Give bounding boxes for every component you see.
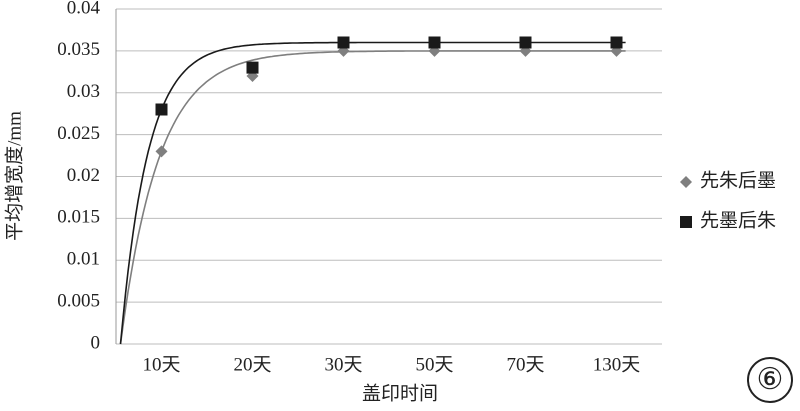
annotation: ⑥ [757,363,784,396]
marker [428,36,441,49]
y-axis-title: 平均增宽度/mm [3,111,25,241]
marker [680,216,692,228]
x-tick-label: 70天 [506,354,544,375]
x-tick-label: 50天 [415,354,453,375]
trend-line [119,41,626,345]
x-tick-label: 130天 [593,354,641,375]
y-tick-label: 0.02 [67,165,100,186]
marker [246,61,259,74]
marker [519,36,532,49]
marker [610,36,623,49]
marker [680,176,692,188]
marker [337,36,350,49]
y-tick-label: 0.01 [67,249,100,270]
y-tick-label: 0.035 [57,39,100,60]
y-tick-label: 0.03 [67,81,100,102]
annotation-circle [747,357,793,403]
y-tick-label: 0.005 [57,290,100,311]
y-tick-label: 0.025 [57,123,100,144]
y-tick-label: 0 [91,332,101,353]
legend-label: 先朱后墨 [700,169,776,191]
marker [155,103,168,116]
marker [155,145,168,158]
y-tick-label: 0.015 [57,207,100,228]
x-tick-label: 30天 [324,354,362,375]
x-axis-title: 盖印时间 [362,382,438,404]
legend-label: 先墨后朱 [700,209,776,231]
trend-line [119,50,626,345]
y-tick-label: 0.04 [67,0,101,18]
x-tick-label: 10天 [142,354,180,375]
x-tick-label: 20天 [233,354,271,375]
